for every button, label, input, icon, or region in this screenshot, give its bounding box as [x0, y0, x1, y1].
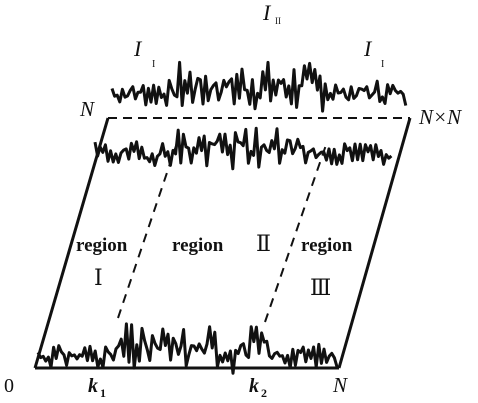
right-edge	[337, 117, 412, 369]
signal-trace-bottom	[36, 322, 339, 375]
region-2-label: region	[172, 235, 224, 256]
intensity-left-subscript: I	[152, 59, 155, 70]
k2-label: k	[249, 375, 259, 397]
region-1-label: region	[76, 235, 128, 256]
k1-subscript: 1	[100, 386, 106, 400]
intensity-center-label: I	[262, 0, 272, 25]
boundary-k1	[117, 139, 179, 319]
left-edge	[33, 117, 110, 369]
nxn-label: N×N	[418, 105, 462, 129]
n-bottom-label: N	[332, 373, 348, 397]
region-3-number: Ⅲ	[310, 275, 331, 300]
k2-subscript: 2	[261, 386, 267, 400]
signal-trace-top	[110, 60, 408, 113]
region-3-label: region	[301, 235, 353, 256]
intensity-right-subscript: I	[381, 59, 384, 70]
intensity-left-label: I	[133, 36, 143, 61]
k1-label: k	[88, 375, 98, 397]
origin-label: 0	[4, 375, 14, 397]
region-2-number: Ⅱ	[256, 231, 271, 256]
intensity-center-subscript: II	[275, 16, 281, 26]
intensity-right-label: I	[363, 36, 373, 61]
signal-trace-middle	[93, 126, 393, 171]
region-1-number: Ⅰ	[94, 265, 103, 290]
n-left-label: N	[79, 97, 95, 121]
